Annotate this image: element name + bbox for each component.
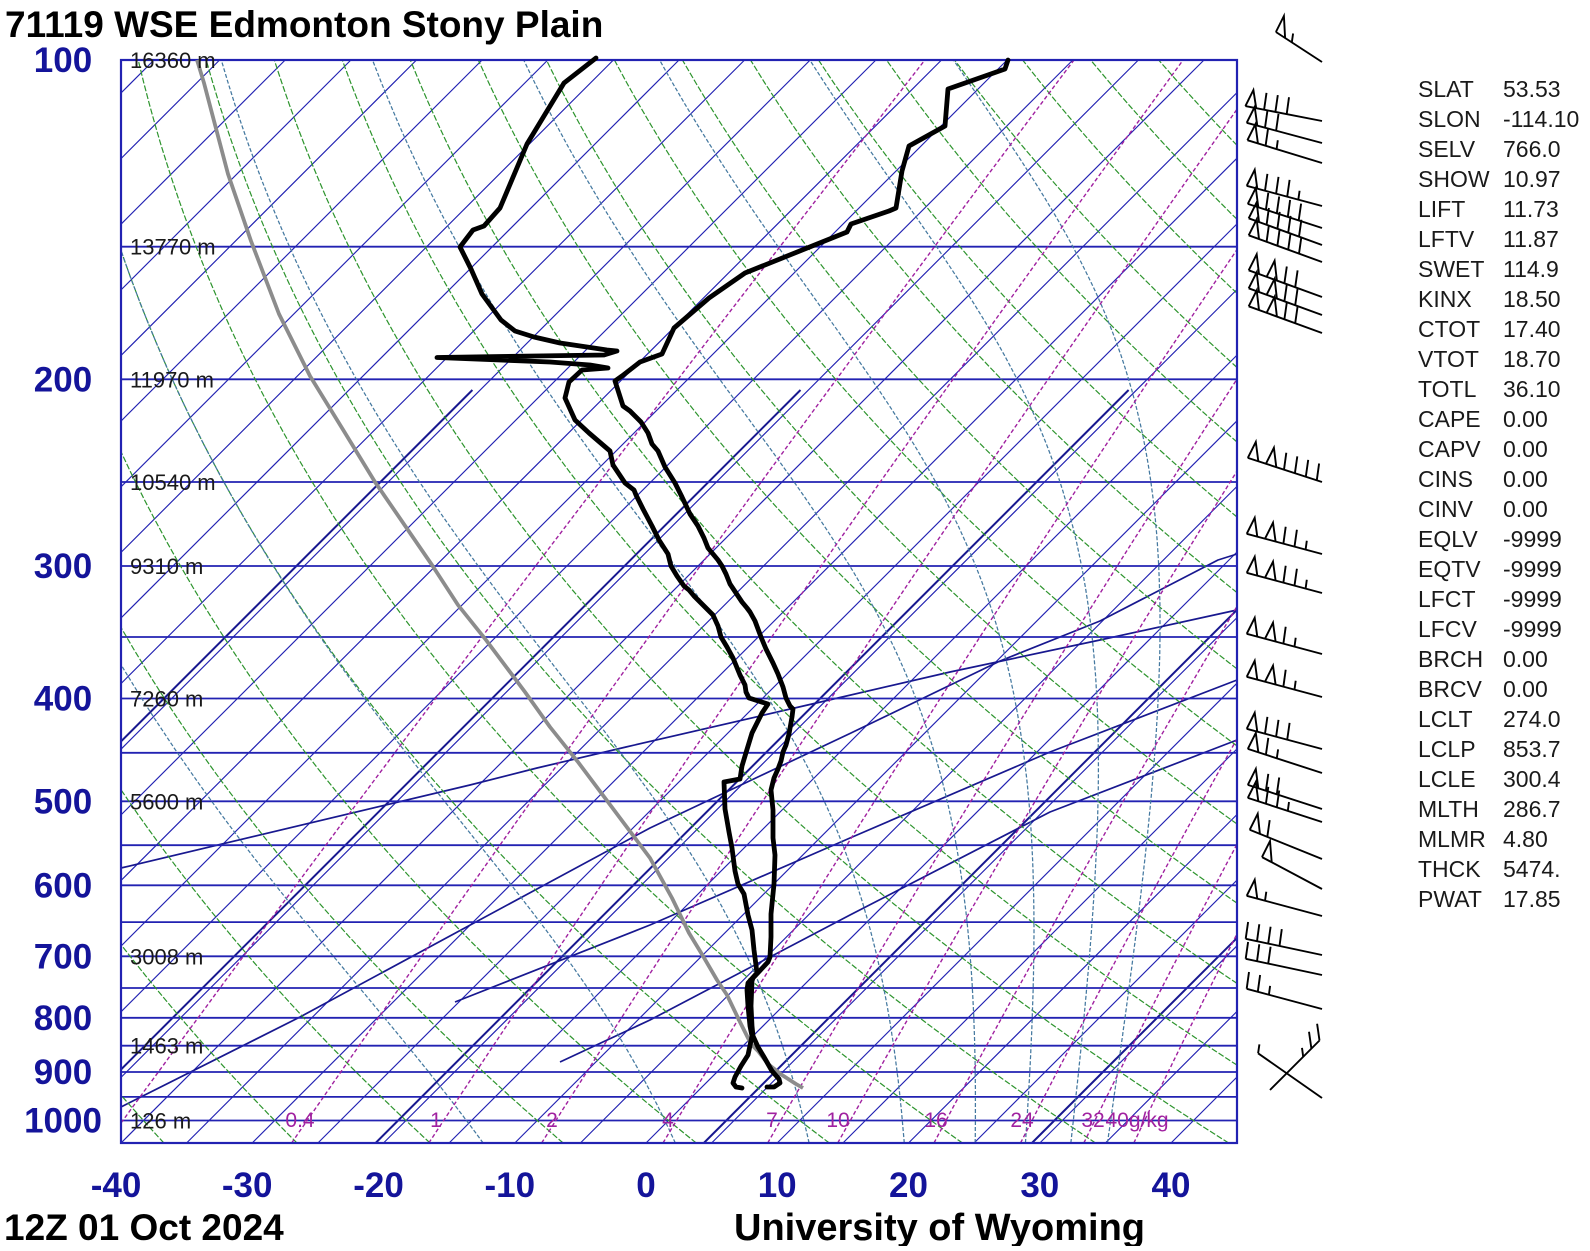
svg-text:BRCV: BRCV — [1418, 676, 1483, 702]
svg-text:PWAT: PWAT — [1418, 886, 1482, 912]
svg-text:40: 40 — [1152, 1166, 1191, 1205]
svg-text:400: 400 — [34, 680, 92, 719]
svg-text:114.9: 114.9 — [1503, 256, 1559, 282]
svg-text:EQLV: EQLV — [1418, 526, 1478, 552]
svg-text:LCLE: LCLE — [1418, 766, 1476, 792]
svg-text:-9999: -9999 — [1503, 616, 1562, 642]
svg-text:CINV: CINV — [1418, 496, 1474, 522]
svg-text:300.4: 300.4 — [1503, 766, 1561, 792]
svg-text:0.00: 0.00 — [1503, 406, 1548, 432]
svg-text:0.00: 0.00 — [1503, 466, 1548, 492]
svg-text:LCLT: LCLT — [1418, 706, 1473, 732]
svg-text:7: 7 — [766, 1109, 778, 1132]
svg-text:274.0: 274.0 — [1503, 706, 1561, 732]
svg-text:1463 m: 1463 m — [130, 1034, 203, 1059]
svg-text:13770 m: 13770 m — [130, 235, 216, 260]
svg-text:0: 0 — [636, 1166, 655, 1205]
svg-text:4.80: 4.80 — [1503, 826, 1548, 852]
svg-text:-20: -20 — [353, 1166, 404, 1205]
svg-text:KINX: KINX — [1418, 286, 1472, 312]
svg-text:5600 m: 5600 m — [130, 789, 203, 814]
svg-text:12Z 01 Oct 2024: 12Z 01 Oct 2024 — [4, 1207, 284, 1246]
svg-text:0.00: 0.00 — [1503, 676, 1548, 702]
svg-text:VTOT: VTOT — [1418, 346, 1479, 372]
svg-text:TOTL: TOTL — [1418, 376, 1477, 402]
svg-text:10: 10 — [758, 1166, 797, 1205]
svg-text:16: 16 — [924, 1109, 947, 1132]
svg-text:10.97: 10.97 — [1503, 166, 1561, 192]
svg-text:MLMR: MLMR — [1418, 826, 1486, 852]
svg-text:20: 20 — [889, 1166, 928, 1205]
svg-text:-40: -40 — [91, 1166, 142, 1205]
svg-text:-114.10: -114.10 — [1503, 106, 1579, 132]
svg-text:-9999: -9999 — [1503, 526, 1562, 552]
svg-text:100: 100 — [34, 41, 92, 80]
svg-text:0.00: 0.00 — [1503, 646, 1548, 672]
svg-text:CINS: CINS — [1418, 466, 1473, 492]
svg-text:LCLP: LCLP — [1418, 736, 1476, 762]
svg-text:SWET: SWET — [1418, 256, 1484, 282]
svg-text:MLTH: MLTH — [1418, 796, 1479, 822]
svg-text:18.70: 18.70 — [1503, 346, 1561, 372]
svg-text:10: 10 — [826, 1109, 849, 1132]
svg-text:30: 30 — [1020, 1166, 1059, 1205]
svg-text:600: 600 — [34, 866, 92, 905]
svg-text:11.87: 11.87 — [1503, 226, 1559, 252]
svg-text:17.40: 17.40 — [1503, 316, 1561, 342]
svg-text:286.7: 286.7 — [1503, 796, 1561, 822]
svg-text:-10: -10 — [485, 1166, 536, 1205]
svg-text:853.7: 853.7 — [1503, 736, 1561, 762]
svg-text:18.50: 18.50 — [1503, 286, 1561, 312]
svg-text:71119 WSE Edmonton Stony Plain: 71119 WSE Edmonton Stony Plain — [5, 4, 603, 45]
svg-text:0.4: 0.4 — [285, 1109, 315, 1132]
svg-text:THCK: THCK — [1418, 856, 1481, 882]
svg-text:SLON: SLON — [1418, 106, 1481, 132]
svg-text:-30: -30 — [222, 1166, 273, 1205]
svg-text:800: 800 — [34, 999, 92, 1038]
svg-text:1: 1 — [430, 1109, 442, 1132]
svg-text:0.00: 0.00 — [1503, 496, 1548, 522]
svg-text:BRCH: BRCH — [1418, 646, 1483, 672]
svg-text:24: 24 — [1010, 1109, 1034, 1132]
svg-text:5474.: 5474. — [1503, 856, 1561, 882]
svg-text:7260 m: 7260 m — [130, 687, 203, 712]
svg-text:-9999: -9999 — [1503, 556, 1562, 582]
svg-text:University of Wyoming: University of Wyoming — [734, 1207, 1145, 1246]
svg-text:11.73: 11.73 — [1503, 196, 1559, 222]
svg-text:700: 700 — [34, 937, 92, 976]
svg-text:LFCV: LFCV — [1418, 616, 1477, 642]
svg-text:500: 500 — [34, 782, 92, 821]
svg-text:SELV: SELV — [1418, 136, 1476, 162]
svg-text:4: 4 — [662, 1109, 674, 1132]
svg-text:11970 m: 11970 m — [130, 367, 214, 392]
svg-text:CAPV: CAPV — [1418, 436, 1481, 462]
svg-text:32: 32 — [1081, 1109, 1104, 1132]
svg-text:53.53: 53.53 — [1503, 76, 1561, 102]
svg-text:SLAT: SLAT — [1418, 76, 1474, 102]
svg-text:1000: 1000 — [24, 1102, 102, 1141]
svg-text:900: 900 — [34, 1053, 92, 1092]
svg-text:126 m: 126 m — [130, 1109, 191, 1134]
svg-text:40g/kg: 40g/kg — [1105, 1109, 1168, 1132]
svg-text:LFTV: LFTV — [1418, 226, 1475, 252]
svg-text:766.0: 766.0 — [1503, 136, 1561, 162]
svg-text:SHOW: SHOW — [1418, 166, 1490, 192]
svg-text:200: 200 — [34, 360, 92, 399]
svg-text:9310 m: 9310 m — [130, 554, 203, 579]
svg-text:LIFT: LIFT — [1418, 196, 1465, 222]
svg-text:10540 m: 10540 m — [130, 470, 216, 495]
svg-text:0.00: 0.00 — [1503, 436, 1548, 462]
svg-text:17.85: 17.85 — [1503, 886, 1561, 912]
svg-text:-9999: -9999 — [1503, 586, 1562, 612]
svg-text:EQTV: EQTV — [1418, 556, 1481, 582]
svg-text:LFCT: LFCT — [1418, 586, 1476, 612]
svg-text:36.10: 36.10 — [1503, 376, 1561, 402]
svg-text:CAPE: CAPE — [1418, 406, 1481, 432]
svg-text:CTOT: CTOT — [1418, 316, 1480, 342]
svg-text:300: 300 — [34, 547, 92, 586]
svg-text:16360 m: 16360 m — [130, 48, 216, 73]
svg-text:2: 2 — [546, 1109, 558, 1132]
svg-text:3008 m: 3008 m — [130, 944, 203, 969]
